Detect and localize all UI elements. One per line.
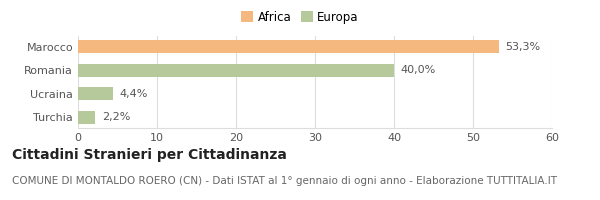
Text: 53,3%: 53,3% (505, 42, 541, 52)
Text: COMUNE DI MONTALDO ROERO (CN) - Dati ISTAT al 1° gennaio di ogni anno - Elaboraz: COMUNE DI MONTALDO ROERO (CN) - Dati IST… (12, 176, 557, 186)
Text: 4,4%: 4,4% (119, 89, 148, 99)
Bar (78, 40, 499, 53)
Legend: Africa, Europa: Africa, Europa (236, 6, 364, 28)
Bar (78, 64, 394, 77)
Text: 2,2%: 2,2% (102, 112, 130, 122)
Text: 40,0%: 40,0% (400, 65, 436, 75)
Bar (78, 111, 95, 124)
Bar (78, 87, 113, 100)
Text: Cittadini Stranieri per Cittadinanza: Cittadini Stranieri per Cittadinanza (12, 148, 287, 162)
